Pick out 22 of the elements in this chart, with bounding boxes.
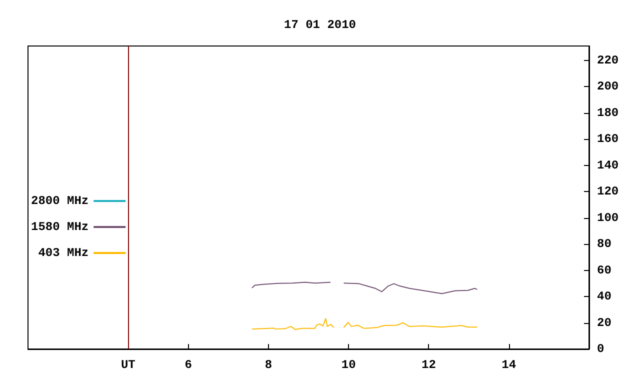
y-tick-label: 60: [597, 263, 612, 278]
y-tick-label: 40: [597, 290, 612, 304]
y-tick-label: 100: [597, 210, 619, 225]
y-tick-label: 80: [597, 237, 612, 252]
y-tick-label: 140: [597, 158, 619, 172]
y-tick-label: 160: [597, 132, 619, 146]
y-tick-label: 220: [597, 53, 619, 68]
x-tick-label: 12: [422, 358, 436, 372]
chart-title: 17 01 2010: [284, 18, 356, 32]
legend-label: 1580 MHz: [31, 220, 89, 234]
y-tick-label: 200: [597, 80, 619, 94]
x-tick-label: 8: [264, 358, 272, 372]
y-tick-label: 0: [597, 342, 604, 356]
x-tick-label: 6: [184, 358, 192, 372]
legend-label: 403 MHz: [38, 246, 89, 260]
x-tick-label: UT: [120, 358, 136, 372]
y-tick-label: 120: [597, 184, 619, 199]
y-tick-label: 20: [597, 316, 612, 330]
legend-label: 2800 MHz: [31, 194, 89, 208]
x-tick-label: 10: [341, 358, 356, 372]
y-tick-label: 180: [597, 106, 619, 120]
x-tick-label: 14: [502, 358, 516, 372]
